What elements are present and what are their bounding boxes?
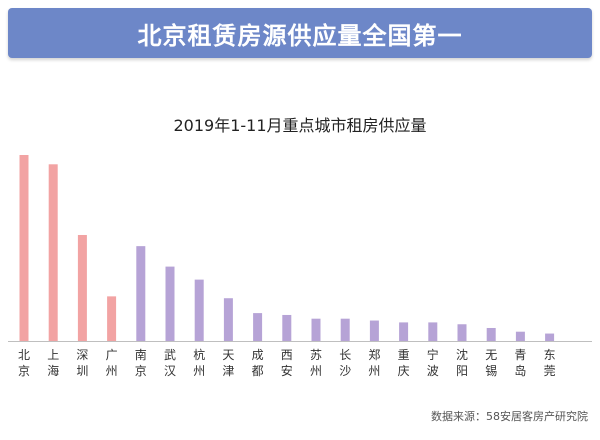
tick-label-18-1: 莞 <box>544 364 556 378</box>
tick-label-12-0: 郑 <box>368 347 380 362</box>
tick-label-9-0: 西 <box>281 348 293 362</box>
tick-label-1-1: 海 <box>47 363 59 378</box>
tick-label-11-1: 沙 <box>339 364 351 378</box>
bar-2 <box>77 234 87 341</box>
tick-label-1-0: 上 <box>47 348 59 362</box>
tick-label-18-0: 东 <box>544 348 556 362</box>
tick-label-17-1: 岛 <box>514 363 526 378</box>
bar-14 <box>428 322 438 341</box>
bar-1 <box>48 164 58 341</box>
tick-label-0-1: 京 <box>18 364 30 378</box>
chart-title: 2019年1-11月重点城市租房供应量 <box>173 116 427 135</box>
bar-7 <box>223 298 233 341</box>
tick-label-5-0: 武 <box>164 348 176 362</box>
bar-10 <box>311 318 321 341</box>
title-banner: 北京租赁房源供应量全国第一 <box>8 8 592 58</box>
tick-label-16-1: 锡 <box>485 363 497 378</box>
tick-label-14-0: 宁 <box>427 347 439 362</box>
bar-3 <box>107 296 117 341</box>
tick-label-0-0: 北 <box>18 348 30 362</box>
source-note: 数据来源：58安居客房产研究院 <box>431 410 588 423</box>
tick-label-16-0: 无 <box>485 348 497 362</box>
tick-label-14-1: 波 <box>427 364 439 378</box>
tick-label-6-1: 州 <box>193 364 205 378</box>
tick-label-8-0: 成 <box>252 348 264 362</box>
bar-16 <box>486 327 496 341</box>
tick-label-3-1: 州 <box>106 364 118 378</box>
tick-label-11-0: 长 <box>339 348 351 362</box>
bar-5 <box>165 266 175 341</box>
banner-title: 北京租赁房源供应量全国第一 <box>137 21 463 50</box>
tick-label-9-1: 安 <box>281 363 293 378</box>
tick-label-13-1: 庆 <box>398 364 410 378</box>
bar-13 <box>399 322 409 341</box>
bar-12 <box>369 320 379 341</box>
bar-0 <box>19 155 29 341</box>
tick-label-10-0: 苏 <box>310 348 322 362</box>
tick-label-5-1: 汉 <box>164 364 176 378</box>
bar-15 <box>457 324 467 341</box>
tick-label-8-1: 都 <box>252 364 264 378</box>
tick-label-15-1: 阳 <box>456 364 468 378</box>
tick-label-10-1: 州 <box>310 364 322 378</box>
tick-label-4-0: 南 <box>135 347 147 362</box>
tick-label-3-0: 广 <box>106 348 118 362</box>
bar-8 <box>253 313 263 341</box>
bar-18 <box>545 333 555 341</box>
bar-4 <box>136 246 146 341</box>
tick-label-15-0: 沈 <box>456 347 468 362</box>
tick-label-6-0: 杭 <box>193 347 205 362</box>
tick-label-7-1: 津 <box>222 364 234 378</box>
tick-label-2-1: 圳 <box>76 364 88 378</box>
bar-17 <box>515 331 525 341</box>
bar-9 <box>282 314 292 341</box>
tick-label-2-0: 深 <box>76 348 88 362</box>
tick-label-7-0: 天 <box>222 348 234 362</box>
bar-6 <box>194 279 204 341</box>
tick-label-12-1: 州 <box>368 364 380 378</box>
tick-label-17-0: 青 <box>514 348 526 362</box>
bar-11 <box>340 318 350 341</box>
tick-label-4-1: 京 <box>135 364 147 378</box>
tick-label-13-0: 重 <box>398 348 410 362</box>
